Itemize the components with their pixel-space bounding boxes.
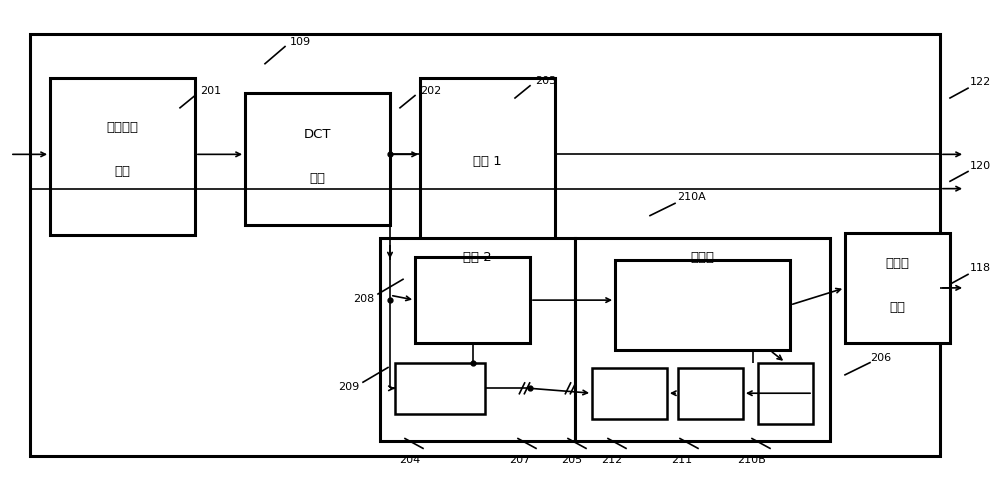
Bar (245, 93, 390, 225)
Text: 109: 109 (290, 37, 311, 47)
Text: DCT: DCT (304, 128, 331, 141)
Bar (30, 34, 940, 456)
Text: 206: 206 (870, 353, 891, 363)
Text: 201: 201 (200, 86, 221, 96)
Bar (395, 363, 485, 414)
Text: 212: 212 (601, 455, 623, 465)
Text: 203: 203 (535, 76, 556, 86)
Bar (415, 257, 530, 343)
Text: 205: 205 (561, 455, 583, 465)
Bar (592, 368, 667, 419)
Text: 量化 2: 量化 2 (463, 251, 492, 264)
Bar (758, 363, 813, 424)
Text: 量化 1: 量化 1 (473, 155, 502, 168)
Bar (845, 233, 950, 343)
Text: 208: 208 (353, 294, 374, 304)
Bar (575, 238, 830, 441)
Text: 209: 209 (338, 382, 359, 392)
Text: 变换: 变换 (114, 165, 130, 178)
Text: 120: 120 (970, 161, 991, 171)
Text: 207: 207 (509, 455, 531, 465)
Text: 122: 122 (970, 77, 991, 87)
Text: 118: 118 (970, 264, 991, 273)
Bar (615, 260, 790, 350)
Text: 颜色空间: 颜色空间 (106, 121, 138, 134)
Bar (380, 238, 575, 441)
Text: 写入: 写入 (890, 301, 906, 314)
Text: 运算: 运算 (310, 172, 326, 185)
Bar (50, 78, 195, 235)
Text: 熵编码: 熵编码 (690, 251, 714, 264)
Text: 204: 204 (399, 455, 421, 465)
Bar (420, 78, 555, 245)
Text: 202: 202 (420, 86, 441, 96)
Text: 210B: 210B (738, 455, 766, 465)
Bar (678, 368, 743, 419)
Text: 存储器: 存储器 (886, 257, 910, 270)
Text: 211: 211 (671, 455, 693, 465)
Text: 210A: 210A (677, 192, 706, 202)
